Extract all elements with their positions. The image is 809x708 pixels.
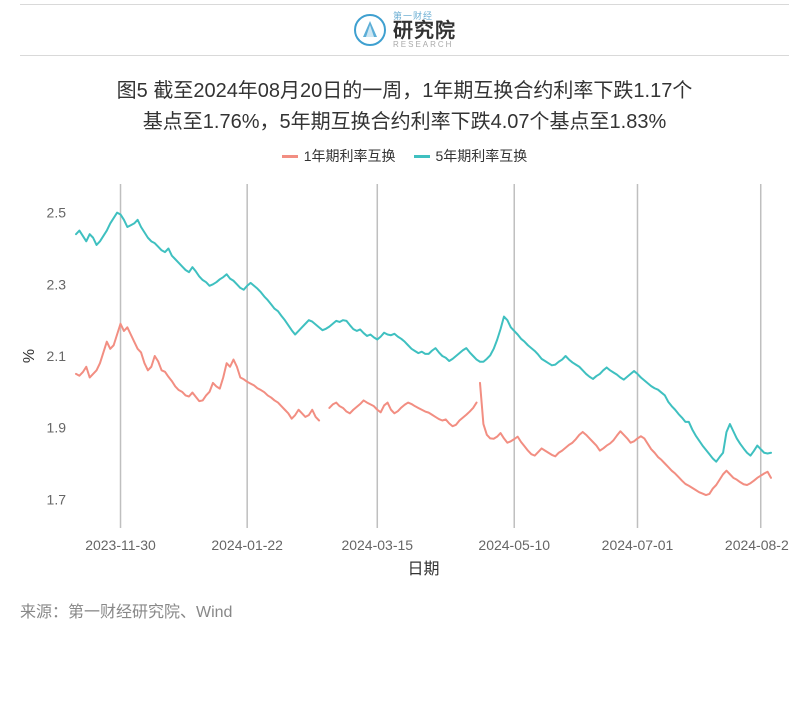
svg-text:2024-01-22: 2024-01-22 — [211, 537, 283, 553]
legend-item-5y: 5年期利率互换 — [414, 146, 528, 166]
source-text: 来源：第一财经研究院、Wind — [20, 598, 789, 622]
svg-text:2024-05-10: 2024-05-10 — [478, 537, 550, 553]
legend-swatch-1y — [282, 155, 298, 158]
svg-text:日期: 日期 — [407, 560, 439, 578]
title-line1: 图5 截至2024年08月20日的一周，1年期互换合约利率下跌1.17个 — [117, 80, 693, 102]
chart-svg: 1.7 1.9 2.1 2.3 2.5% 2023-11-30 2024-01-22 2024… — [20, 172, 789, 592]
legend-swatch-5y — [414, 155, 430, 158]
svg-text:2.5: 2.5 — [47, 205, 67, 221]
brand-big: 研究院 — [393, 21, 456, 41]
svg-text:1.9: 1.9 — [47, 420, 67, 436]
title-line2: 基点至1.76%，5年期互换合约利率下跌4.07个基点至1.83% — [143, 111, 666, 133]
header-logo: 第一财经 研究院 RESEARCH — [353, 12, 456, 49]
logo-icon — [353, 13, 387, 47]
svg-text:%: % — [21, 349, 38, 363]
svg-text:2.1: 2.1 — [47, 348, 67, 364]
svg-text:2024-08-20: 2024-08-20 — [725, 537, 789, 553]
svg-text:2024-07-01: 2024-07-01 — [602, 537, 674, 553]
svg-text:2.3: 2.3 — [47, 276, 67, 292]
svg-text:1.7: 1.7 — [47, 491, 67, 507]
legend: 1年期利率互换 5年期利率互换 — [20, 146, 789, 166]
figure-title: 图5 截至2024年08月20日的一周，1年期互换合约利率下跌1.17个 基点至… — [30, 76, 779, 138]
legend-label-5y: 5年期利率互换 — [436, 146, 528, 166]
header-band: 第一财经 研究院 RESEARCH — [20, 4, 789, 56]
legend-item-1y: 1年期利率互换 — [282, 146, 396, 166]
svg-text:2024-03-15: 2024-03-15 — [341, 537, 413, 553]
svg-text:2023-11-30: 2023-11-30 — [85, 537, 156, 553]
legend-label-1y: 1年期利率互换 — [304, 146, 396, 166]
line-chart: 1.7 1.9 2.1 2.3 2.5% 2023-11-30 2024-01-22 2024… — [20, 172, 789, 592]
brand-en: RESEARCH — [393, 41, 456, 49]
